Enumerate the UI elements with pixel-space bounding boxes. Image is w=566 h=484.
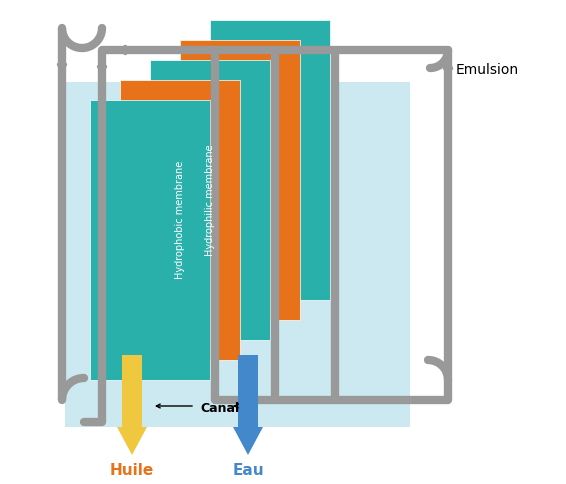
Text: Eau: Eau <box>232 463 264 478</box>
FancyArrow shape <box>233 355 263 455</box>
Text: Huile: Huile <box>110 463 154 478</box>
Polygon shape <box>150 60 270 340</box>
FancyArrow shape <box>117 355 147 455</box>
Text: Hydrophilic membrane: Hydrophilic membrane <box>205 144 215 256</box>
Text: Hydrophobic membrane: Hydrophobic membrane <box>175 161 185 279</box>
Polygon shape <box>90 100 210 380</box>
Text: Emulsion: Emulsion <box>456 63 519 77</box>
Bar <box>65 82 410 427</box>
Polygon shape <box>120 80 240 360</box>
Polygon shape <box>210 20 330 300</box>
Polygon shape <box>180 40 300 320</box>
Text: Canal: Canal <box>200 402 239 414</box>
